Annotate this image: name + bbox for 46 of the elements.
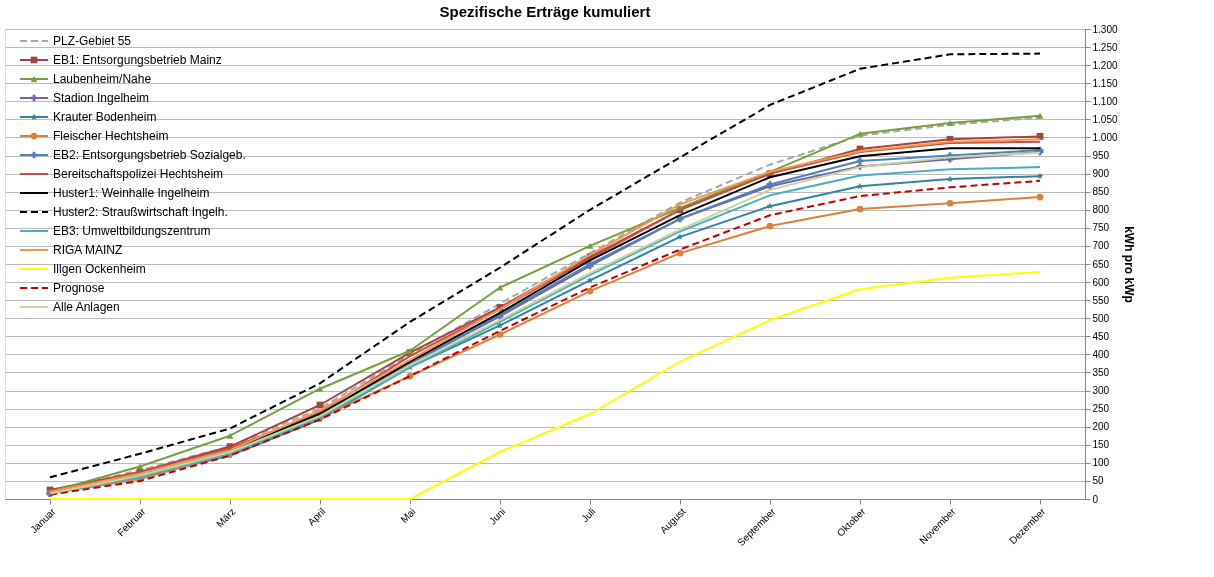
y-tick-label: 1.100: [1092, 95, 1118, 107]
y-tick-label: 600: [1092, 276, 1110, 288]
chart-title: Spezifische Erträge kumuliert: [439, 3, 651, 20]
y-tick-label: 50: [1092, 475, 1105, 487]
legend-label: EB2: Entsorgungsbetrieb Sozialgeb.: [53, 148, 246, 162]
x-tick-label: Mai: [398, 505, 418, 525]
y-tick-label: 900: [1092, 168, 1110, 180]
y-tick-label: 650: [1092, 258, 1110, 270]
legend-label: Fleischer Hechtsheim: [53, 129, 169, 143]
y-tick-label: 100: [1092, 457, 1110, 469]
y-tick-label: 350: [1092, 366, 1110, 378]
y-tick-label: 800: [1092, 204, 1110, 216]
legend-label: Huster2: Straußwirtschaft Ingelh.: [53, 205, 228, 219]
x-tick-label: Juli: [579, 505, 598, 525]
legend-label: RIGA MAINZ: [53, 243, 123, 257]
y-tick-label: 150: [1092, 439, 1110, 451]
legend-label: EB1: Entsorgungsbetrieb Mainz: [53, 53, 222, 67]
y-tick-label: 1.200: [1092, 59, 1118, 71]
y-tick-label: 200: [1092, 421, 1110, 433]
y-tick-label: 1.250: [1092, 41, 1118, 53]
y-tick-label: 500: [1092, 312, 1110, 324]
legend-label: PLZ-Gebiet 55: [53, 34, 132, 48]
y-tick-label: 250: [1092, 403, 1110, 415]
legend-label: Huster1: Weinhalle Ingelheim: [53, 186, 210, 200]
y-tick-label: 450: [1092, 330, 1110, 342]
y-tick-label: 1.050: [1092, 113, 1118, 125]
y-tick-label: 1.150: [1092, 77, 1118, 89]
legend-label: Alle Anlagen: [53, 300, 120, 314]
legend-label: Laubenheim/Nahe: [53, 72, 152, 86]
y-tick-label: 950: [1092, 150, 1110, 162]
y-tick-label: 550: [1092, 294, 1110, 306]
y-tick-label: 300: [1092, 385, 1110, 397]
y-tick-label: 850: [1092, 186, 1110, 198]
y-tick-label: 400: [1092, 348, 1110, 360]
y-tick-label: 750: [1092, 222, 1110, 234]
legend-label: Illgen Ockenheim: [53, 262, 146, 276]
y-tick-label: 1.000: [1092, 131, 1118, 143]
y-tick-label: 0: [1092, 493, 1099, 505]
y-tick-label: 1.300: [1092, 23, 1118, 35]
legend-label: Bereitschaftspolizei Hechtsheim: [53, 167, 224, 181]
legend-label: EB3: Umweltbildungszentrum: [53, 224, 211, 238]
y-tick-label: 700: [1092, 240, 1110, 252]
legend-label: Prognose: [53, 281, 105, 295]
legend-label: Krauter Bodenheim: [53, 110, 157, 124]
y-axis-title: kWh pro kWp: [1121, 226, 1136, 303]
legend-label: Stadion Ingelheim: [53, 91, 150, 105]
